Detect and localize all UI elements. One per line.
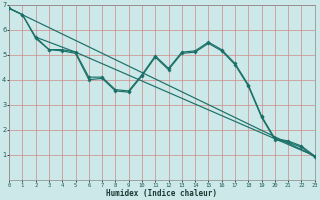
X-axis label: Humidex (Indice chaleur): Humidex (Indice chaleur) [106, 189, 217, 198]
